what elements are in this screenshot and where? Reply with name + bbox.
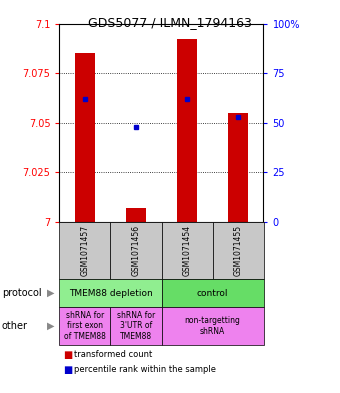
Text: ■: ■ (63, 365, 72, 375)
Text: GSM1071456: GSM1071456 (132, 225, 140, 276)
Text: ▶: ▶ (47, 288, 55, 298)
Text: GSM1071457: GSM1071457 (81, 225, 89, 276)
Text: shRNA for
3'UTR of
TMEM88: shRNA for 3'UTR of TMEM88 (117, 311, 155, 341)
Bar (177, 39, 197, 222)
Text: transformed count: transformed count (74, 350, 152, 359)
Text: non-targetting
shRNA: non-targetting shRNA (185, 316, 240, 336)
Text: GDS5077 / ILMN_1794163: GDS5077 / ILMN_1794163 (88, 17, 252, 29)
Text: shRNA for
first exon
of TMEM88: shRNA for first exon of TMEM88 (64, 311, 106, 341)
Text: GSM1071455: GSM1071455 (234, 225, 242, 276)
Text: GSM1071454: GSM1071454 (183, 225, 191, 276)
Text: ▶: ▶ (47, 321, 55, 331)
Text: TMEM88 depletion: TMEM88 depletion (69, 289, 152, 298)
Text: control: control (197, 289, 228, 298)
Text: protocol: protocol (2, 288, 41, 298)
Text: ■: ■ (63, 350, 72, 360)
Bar (126, 208, 146, 222)
Text: other: other (2, 321, 28, 331)
Text: percentile rank within the sample: percentile rank within the sample (74, 365, 216, 375)
Bar (228, 113, 248, 222)
Bar (75, 53, 95, 222)
